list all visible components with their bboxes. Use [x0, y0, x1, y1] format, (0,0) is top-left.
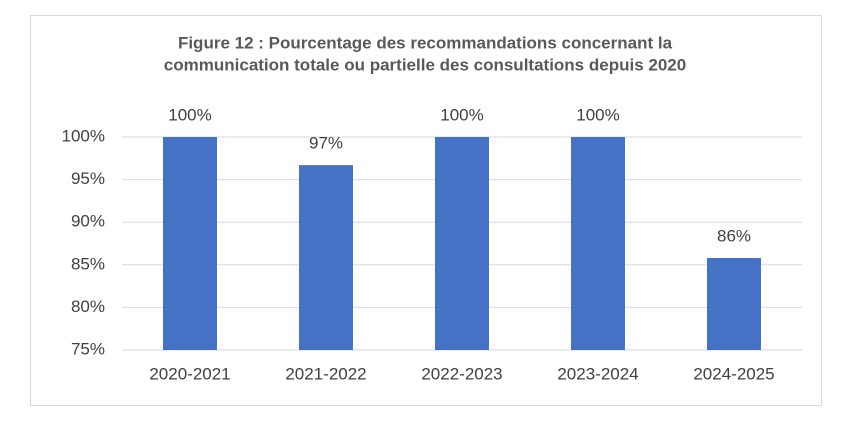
- y-tick-label: 90%: [71, 212, 105, 231]
- bar: [571, 137, 625, 350]
- x-tick-label: 2023-2024: [557, 364, 638, 383]
- x-tick-label: 2020-2021: [149, 364, 230, 383]
- y-tick-label: 85%: [71, 254, 105, 273]
- chart-title: Figure 12 : Pourcentage des recommandati…: [178, 33, 673, 52]
- value-label: 100%: [576, 105, 619, 124]
- value-label: 86%: [717, 226, 751, 245]
- y-tick-label: 95%: [71, 169, 105, 188]
- bar: [299, 165, 353, 350]
- x-tick-label: 2021-2022: [285, 364, 366, 383]
- y-tick-label: 75%: [71, 339, 105, 358]
- value-label: 100%: [168, 105, 211, 124]
- value-label: 100%: [440, 105, 483, 124]
- value-label: 97%: [309, 134, 343, 153]
- x-tick-label: 2024-2025: [693, 364, 774, 383]
- y-tick-label: 100%: [62, 126, 105, 145]
- y-tick-label: 80%: [71, 297, 105, 316]
- x-tick-label: 2022-2023: [421, 364, 502, 383]
- bar: [163, 137, 217, 350]
- bar: [435, 137, 489, 350]
- chart-border: [30, 15, 822, 406]
- bar: [707, 257, 761, 350]
- chart-title: communication totale ou partielle des co…: [164, 55, 686, 74]
